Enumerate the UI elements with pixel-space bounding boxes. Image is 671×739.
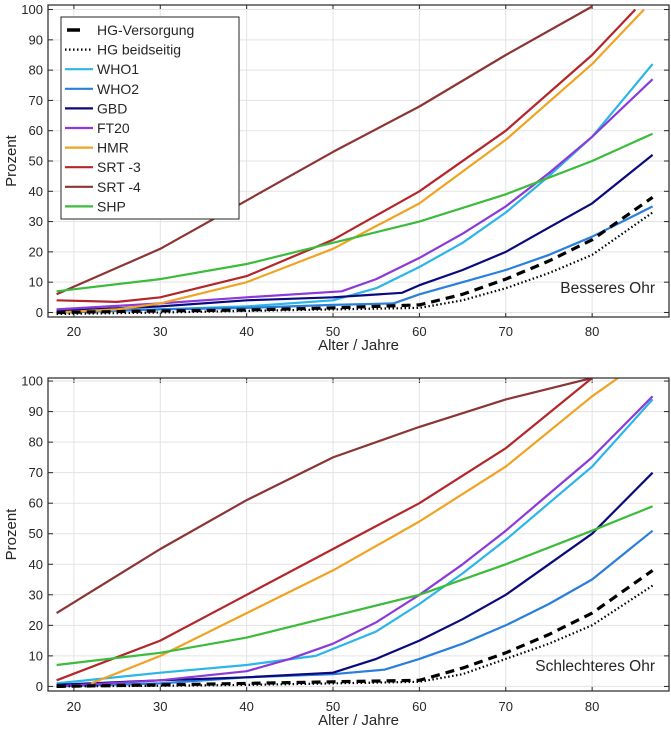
y-tick-label: 0: [36, 679, 43, 694]
y-tick-label: 10: [29, 275, 43, 290]
y-tick-label: 70: [29, 93, 43, 108]
y-tick-label: 0: [36, 305, 43, 320]
legend-item: GBD: [65, 100, 127, 116]
legend-item: HG beidseitig: [65, 42, 181, 58]
series-group: [56, 378, 654, 688]
y-tick-label: 60: [29, 496, 43, 511]
series-line-shp: [56, 132, 654, 293]
series-line-hg-beidseitig: [56, 584, 654, 688]
legend-label: FT20: [97, 120, 130, 136]
x-tick-label: 20: [67, 324, 81, 339]
legend-label: SRT -4: [97, 179, 141, 195]
y-tick-label: 70: [29, 465, 43, 480]
series-line-ft20: [56, 78, 654, 311]
series-line-hg-beidseitig: [56, 211, 654, 316]
legend-item: SRT -4: [65, 179, 141, 195]
x-tick-label: 30: [153, 699, 167, 714]
legend: HG-Versorgung HG beidseitig WHO1 WHO2 GBD FT2…: [60, 16, 240, 220]
y-tick-label: 50: [29, 154, 43, 169]
legend-label: WHO1: [97, 61, 139, 77]
series-line-who1: [56, 398, 654, 685]
y-tick-label: 100: [21, 2, 43, 17]
x-tick-label: 40: [239, 699, 253, 714]
y-tick-label: 30: [29, 214, 43, 229]
series-line-srt-3: [56, 8, 637, 303]
x-tick-label: 80: [585, 324, 599, 339]
series-line-ft20: [56, 395, 654, 688]
subplot-better-ear: 20 30 40 50 60 70 80 0 10 20 30 40 50 60 70 80 90 100 Alte…: [3, 2, 670, 354]
legend-label: SHP: [97, 198, 126, 214]
y-axis-label: Prozent: [3, 508, 20, 561]
legend-label: HMR: [97, 140, 129, 156]
y-tick-label: 100: [21, 374, 43, 389]
series-line-srt-4: [56, 5, 593, 296]
series-line-hmr: [90, 378, 619, 685]
axes-frame: [47, 377, 670, 692]
y-tick-label: 40: [29, 557, 43, 572]
subplot-worse-ear: 20 30 40 50 60 70 80 0 10 20 30 40 50 60 70 80 90 100 Alte…: [3, 374, 670, 729]
y-tick-label: 50: [29, 526, 43, 541]
legend-item: WHO2: [65, 81, 139, 97]
x-axis-label: Alter / Jahre: [318, 712, 399, 729]
legend-item: HG-Versorgung: [67, 22, 194, 38]
legend-item: HMR: [65, 140, 129, 156]
legend-item: WHO1: [65, 61, 139, 77]
y-tick-label: 20: [29, 618, 43, 633]
subplot-annotation: Besseres Ohr: [560, 280, 655, 297]
x-tick-label: 80: [585, 699, 599, 714]
x-tick-label: 60: [412, 324, 426, 339]
x-axis-label: Alter / Jahre: [318, 337, 399, 354]
x-tick-label: 50: [326, 699, 340, 714]
y-tick-label: 80: [29, 63, 43, 78]
y-tick-label: 90: [29, 404, 43, 419]
x-tick-label: 40: [239, 324, 253, 339]
y-tick-label: 90: [29, 32, 43, 47]
legend-item: SHP: [65, 198, 126, 214]
x-tick-label: 70: [499, 699, 513, 714]
x-tick-label: 50: [326, 324, 340, 339]
y-tick-label: 20: [29, 244, 43, 259]
legend-item: FT20: [65, 120, 130, 136]
y-axis-label: Prozent: [3, 134, 20, 187]
y-tick-label: 80: [29, 435, 43, 450]
subplot-annotation: Schlechteres Ohr: [535, 658, 655, 675]
legend-label: SRT -3: [97, 159, 141, 175]
x-tick-label: 30: [153, 324, 167, 339]
y-tick-label: 10: [29, 648, 43, 663]
legend-label: HG beidseitig: [97, 42, 181, 58]
series-line-srt-4: [56, 378, 593, 615]
x-tick-label: 20: [67, 699, 81, 714]
legend-label: HG-Versorgung: [97, 22, 194, 38]
legend-label: WHO2: [97, 81, 139, 97]
series-line-gbd: [56, 471, 654, 686]
y-tick-label: 30: [29, 587, 43, 602]
legend-item: SRT -3: [65, 159, 141, 175]
x-tick-label: 70: [499, 324, 513, 339]
legend-label: GBD: [97, 100, 127, 116]
x-tick-label: 60: [412, 699, 426, 714]
series-line-who2: [56, 205, 654, 314]
y-tick-label: 40: [29, 184, 43, 199]
legend-box: [60, 16, 240, 220]
y-tick-label: 60: [29, 123, 43, 138]
series-line-hmr: [56, 8, 645, 314]
series-line-shp: [56, 505, 654, 667]
series-group: [56, 5, 654, 316]
axes-frame: [47, 4, 670, 318]
series-line-gbd: [56, 154, 654, 312]
series-line-srt-3: [56, 378, 593, 682]
